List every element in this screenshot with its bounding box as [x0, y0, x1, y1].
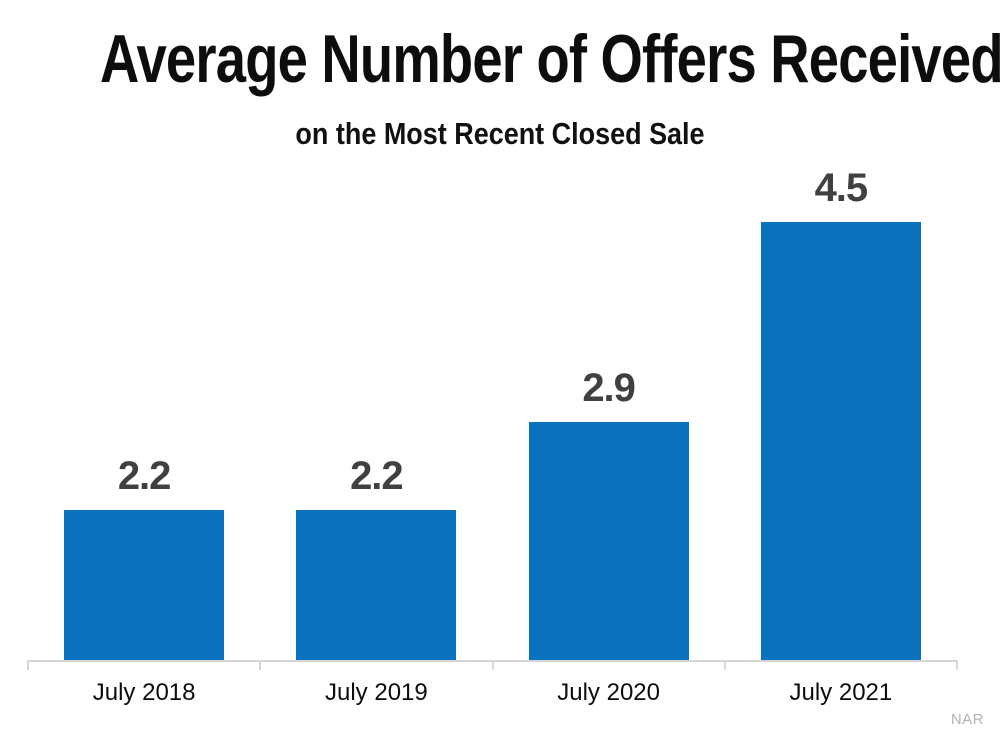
bar-july-2018 [64, 510, 225, 660]
bar-july-2021 [760, 222, 921, 660]
value-label-july-2020: 2.9 [582, 366, 636, 410]
axis-tick [723, 660, 726, 670]
value-label-july-2021: 4.5 [814, 166, 869, 210]
x-axis-label-july-2020: July 2020 [557, 679, 660, 706]
chart-title: Average Number of Offers Received [100, 21, 1000, 97]
bar-july-2019 [296, 510, 457, 660]
x-axis-label-july-2019: July 2019 [325, 679, 428, 706]
value-label-july-2019: 2.2 [350, 454, 404, 498]
axis-tick [27, 660, 29, 670]
axis-tick [956, 660, 958, 670]
axis-tick [491, 660, 494, 670]
bar-july-2020 [528, 422, 689, 660]
axis-tick [259, 660, 262, 670]
chart-subtitle: on the Most Recent Closed Sale [295, 116, 705, 151]
x-axis-label-july-2018: July 2018 [92, 679, 196, 706]
x-axis-label-july-2021: July 2021 [789, 679, 893, 706]
value-label-july-2018: 2.2 [117, 454, 172, 498]
source-label: NAR [950, 711, 984, 728]
